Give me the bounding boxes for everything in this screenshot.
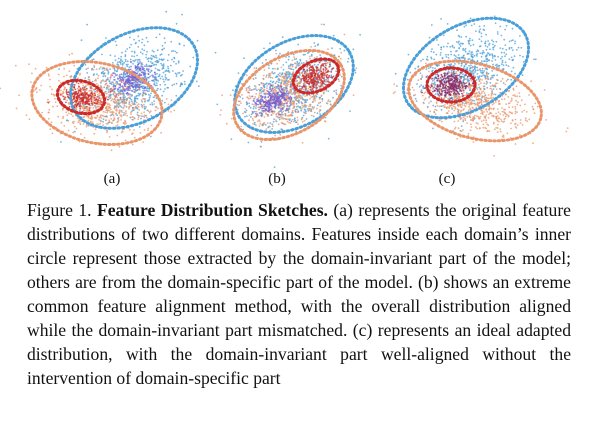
caption-figure-number: Figure 1. — [27, 200, 92, 220]
panel-a-label: (a) — [103, 171, 121, 187]
target-domain-boundary — [69, 26, 199, 130]
source-domain-points — [0, 52, 176, 152]
source-invariant-boundary — [55, 78, 107, 116]
caption-body: (a) represents the original feature dist… — [27, 200, 571, 388]
feature-distribution-sketches — [0, 10, 569, 169]
caption-title: Feature Distribution Sketches. — [97, 200, 328, 220]
panel-a-sketch — [0, 10, 217, 152]
source-invariant-boundary — [291, 57, 341, 95]
source-domain-boundary — [30, 60, 164, 146]
target-invariant-points — [245, 80, 310, 117]
panel-b-label: (b) — [268, 171, 286, 187]
source-domain-boundary — [232, 48, 346, 142]
target-domain-boundary — [233, 34, 355, 134]
panel-b-sketch — [216, 23, 361, 169]
panel-c-sketch — [392, 15, 569, 157]
target-domain-boundary — [401, 16, 531, 120]
source-domain-boundary — [407, 59, 543, 143]
source-invariant-boundary — [425, 66, 477, 104]
figure: (a) (b) (c) — [0, 0, 591, 195]
panel-c-label: (c) — [438, 171, 456, 187]
figure-caption: Figure 1. Feature Distribution Sketches.… — [27, 198, 571, 390]
